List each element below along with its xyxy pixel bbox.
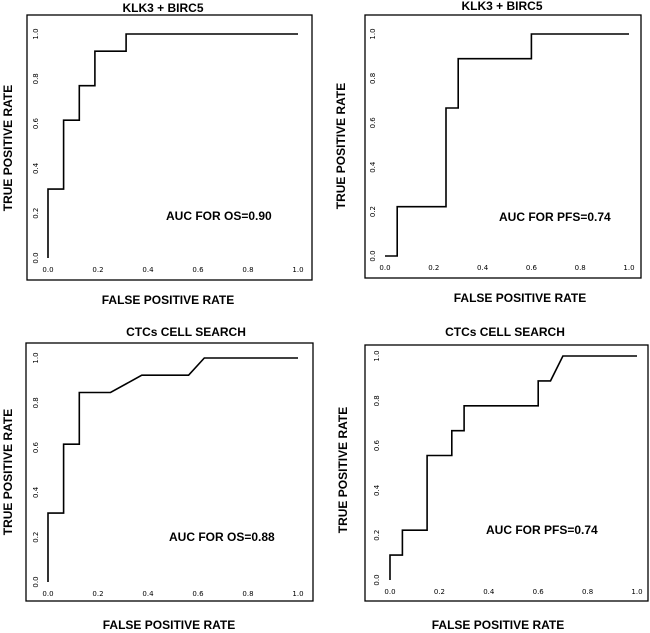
y-tick-label: 1.0	[373, 350, 381, 361]
x-axis-label: FALSE POSITIVE RATE	[102, 293, 234, 307]
roc-panel-2: KLK3 + BIRC5 0.0 0.2 0.4 0.6 0.8 1.0 0.0 0.2 0.4 0…	[334, 0, 642, 305]
x-tick-label: 0.2	[92, 266, 103, 274]
roc-curve	[47, 33, 298, 258]
roc-panel-4: CTCs CELL SEARCH 0.0 0.2 0.4 0.6 0.8 1.0 0.0 0.2…	[336, 325, 649, 632]
x-tick-label: 0.8	[242, 266, 253, 274]
y-tick-label: 0.0	[32, 252, 40, 263]
y-tick-label: 0.8	[32, 73, 40, 84]
x-tick-label: 0.4	[483, 588, 495, 596]
y-tick-label: 0.6	[32, 117, 40, 129]
y-tick-label: 0.8	[373, 395, 381, 406]
y-tick-label: 1.0	[32, 352, 40, 363]
y-tick-label: 0.6	[369, 117, 377, 129]
auc-annotation: AUC FOR OS=0.88	[169, 530, 275, 544]
y-axis-label: TRUE POSITIVE RATE	[1, 409, 15, 535]
y-tick-label: 0.2	[373, 530, 381, 541]
x-tick-label: 0.2	[434, 588, 445, 596]
roc-curve	[47, 357, 298, 582]
y-tick-label: 0.0	[373, 574, 381, 585]
x-tick-label: 0.4	[142, 266, 154, 274]
y-tick-label: 0.2	[32, 208, 40, 219]
y-axis-label: TRUE POSITIVE RATE	[334, 83, 348, 209]
y-tick-label: 0.8	[32, 397, 40, 408]
plot-frame	[364, 14, 642, 279]
roc-panel-3: CTCs CELL SEARCH 0.0 0.2 0.4 0.6 0.8 1.0 0.0 0.2…	[1, 325, 314, 632]
x-tick-label: 0.0	[42, 590, 53, 598]
x-axis-label: FALSE POSITIVE RATE	[103, 618, 235, 632]
x-tick-label: 1.0	[623, 264, 634, 272]
chart-title: CTCs CELL SEARCH	[126, 325, 246, 339]
y-tick-label: 0.4	[32, 162, 40, 174]
auc-annotation: AUC FOR PFS=0.74	[486, 523, 598, 537]
x-tick-label: 0.8	[242, 590, 253, 598]
y-tick-label: 0.6	[373, 439, 381, 451]
plot-frame	[364, 344, 649, 602]
x-axis-label: FALSE POSITIVE RATE	[432, 618, 564, 632]
y-tick-label: 0.4	[32, 486, 40, 498]
x-tick-label: 0.0	[42, 266, 53, 274]
y-tick-label: 0.8	[369, 73, 377, 84]
x-axis-label: FALSE POSITIVE RATE	[454, 291, 586, 305]
roc-curve	[389, 355, 637, 580]
x-tick-label: 0.2	[428, 264, 439, 272]
chart-title: KLK3 + BIRC5	[122, 1, 203, 15]
x-tick-label: 0.4	[477, 264, 489, 272]
chart-title: CTCs CELL SEARCH	[445, 325, 565, 339]
y-axis-label: TRUE POSITIVE RATE	[1, 85, 15, 211]
x-tick-label: 0.6	[526, 264, 538, 272]
x-tick-label: 0.6	[192, 590, 204, 598]
x-tick-label: 0.6	[533, 588, 545, 596]
chart-title: KLK3 + BIRC5	[461, 0, 542, 13]
x-tick-label: 1.0	[292, 266, 303, 274]
y-axis-label: TRUE POSITIVE RATE	[336, 407, 350, 533]
x-tick-label: 0.2	[92, 590, 103, 598]
x-tick-label: 0.8	[575, 264, 586, 272]
y-tick-label: 0.2	[32, 532, 40, 543]
x-tick-label: 1.0	[631, 588, 642, 596]
x-tick-label: 0.8	[582, 588, 593, 596]
roc-curve	[385, 33, 629, 257]
y-tick-label: 0.0	[369, 250, 377, 261]
x-tick-label: 1.0	[292, 590, 303, 598]
auc-annotation: AUC FOR PFS=0.74	[499, 210, 611, 224]
x-tick-label: 0.6	[192, 266, 204, 274]
y-tick-label: 0.4	[369, 161, 377, 173]
y-tick-label: 0.0	[32, 576, 40, 587]
y-tick-label: 0.6	[32, 441, 40, 453]
plot-frame	[26, 14, 313, 281]
x-tick-label: 0.0	[379, 264, 390, 272]
roc-panel-1: KLK3 + BIRC5 0.0 0.2 0.4 0.6 0.8 1.0 0.0 0.2 0.4 0…	[1, 1, 313, 307]
y-tick-label: 0.2	[369, 206, 377, 217]
x-tick-label: 0.0	[384, 588, 395, 596]
y-tick-label: 1.0	[369, 28, 377, 39]
y-tick-label: 0.4	[373, 484, 381, 496]
plot-frame	[25, 342, 314, 602]
y-tick-label: 1.0	[32, 28, 40, 39]
auc-annotation: AUC FOR OS=0.90	[166, 209, 272, 223]
x-tick-label: 0.4	[142, 590, 154, 598]
